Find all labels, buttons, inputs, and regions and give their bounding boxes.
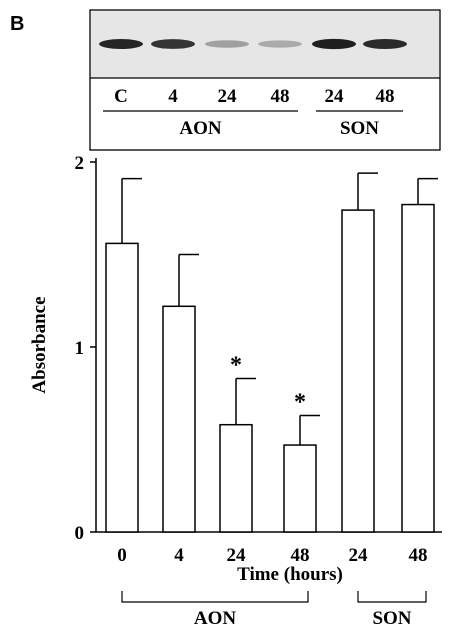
x-tick-labels: 0 4 24 48 24 48 [117,545,427,566]
bar [219,423,253,533]
chart-group-brackets: AON SON [121,591,427,629]
significance-marker: * [294,389,306,415]
blot-lane-label: 48 [376,86,395,107]
group-bracket [121,591,309,603]
blot-band [151,39,195,49]
group-label: SON [372,608,411,629]
blot-panel: C 4 24 48 24 48 AON SON [89,9,441,151]
x-tick-label: 48 [291,545,310,566]
y-tick-label: 1 [75,338,85,359]
blot-lane-label: 48 [271,86,290,107]
blot-band [312,38,356,50]
x-tick-label: 24 [227,545,247,566]
blot-lane-label: 24 [218,86,238,107]
panel-label: B [10,13,24,35]
y-ticks: 0 1 2 [75,153,96,544]
blot-band [99,38,143,50]
blot-band [205,40,249,48]
bars: ** [105,172,438,533]
bar [162,305,196,533]
bar [105,242,139,533]
blot-group-label: SON [340,118,379,139]
blot-lane-label: 4 [168,86,178,107]
x-tick-label: 0 [117,545,127,566]
bar [341,209,375,533]
y-tick-label: 0 [75,523,85,544]
significance-marker: * [230,352,242,378]
blot-lane-label: C [114,86,128,107]
y-axis-label: Absorbance [29,296,50,393]
x-tick-label: 24 [349,545,369,566]
group-label: AON [194,608,237,629]
blot-group-label: AON [179,118,222,139]
x-tick-label: 48 [409,545,428,566]
bar-chart: 012 ** 0 4 24 48 24 48 Absorbance Time (hours… [29,153,442,629]
bar [283,444,317,533]
blot-bands [99,38,407,50]
blot-lane-labels: C 4 24 48 24 48 [114,86,394,107]
blot-lane-label: 24 [325,86,345,107]
group-bracket [357,591,427,603]
x-axis-label: Time (hours) [237,564,343,585]
x-tick-label: 4 [174,545,184,566]
blot-group-labels: AON SON [103,110,403,139]
blot-band [258,40,302,48]
y-tick-label: 2 [75,153,85,174]
bar [401,203,435,533]
blot-band [363,39,407,49]
